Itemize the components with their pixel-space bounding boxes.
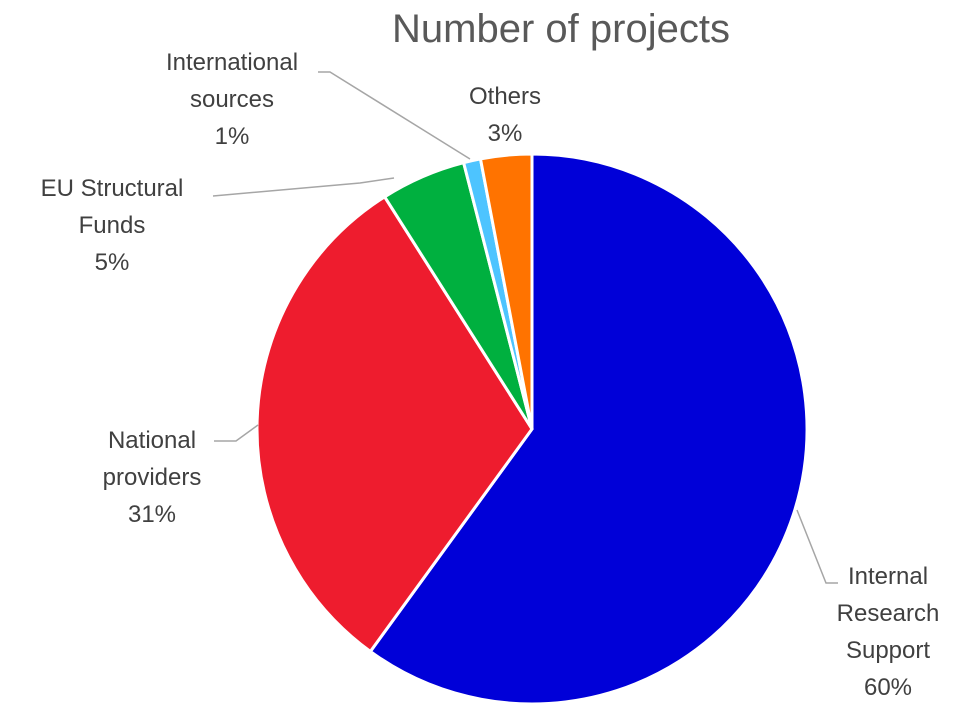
data-label-value: 5%: [95, 249, 130, 276]
pie-slices: [255, 152, 809, 703]
data-label-name: National: [108, 427, 196, 454]
data-label-name: EU Structural: [41, 175, 184, 202]
data-label: Internal Research Support 60%: [837, 563, 940, 701]
data-label-name: sources: [190, 86, 274, 113]
leader-lines: [212, 71, 838, 584]
leader-line: [318, 71, 471, 160]
pie-slice-others: [478, 152, 534, 430]
data-label-name: Support: [846, 637, 930, 664]
leader-line: [214, 424, 259, 442]
data-label-name: Funds: [79, 212, 146, 239]
data-labels: Internal Research Support 60% National provid…: [41, 49, 940, 701]
data-label-value: 1%: [215, 123, 250, 150]
chart-title: Number of projects: [392, 7, 730, 51]
data-label-value: 60%: [864, 674, 912, 701]
data-label-name: Others: [469, 83, 541, 110]
data-label-name: Internal: [848, 563, 928, 590]
data-label: Others 3%: [469, 83, 541, 147]
data-label-name: providers: [103, 464, 202, 491]
leader-line: [212, 177, 395, 197]
data-label: National providers 31%: [103, 427, 202, 528]
leader-line: [796, 509, 838, 584]
pie-slice-internal-research-support: [368, 152, 809, 703]
data-label: EU Structural Funds 5%: [41, 175, 184, 276]
data-label-name: International: [166, 49, 298, 76]
data-label-value: 31%: [128, 501, 176, 528]
pie-slice-national-providers: [255, 194, 534, 654]
data-label-value: 3%: [488, 120, 523, 147]
data-label: International sources 1%: [166, 49, 298, 150]
data-label-name: Research: [837, 600, 940, 627]
